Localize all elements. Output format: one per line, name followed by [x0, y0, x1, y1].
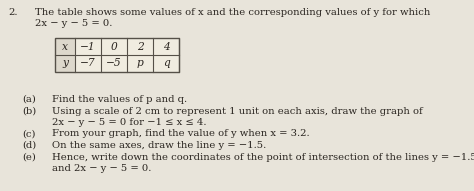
Text: −7: −7 [80, 58, 96, 69]
Text: On the same axes, draw the line y = −1.5.: On the same axes, draw the line y = −1.5… [52, 141, 266, 150]
Text: −1: −1 [80, 41, 96, 52]
Text: x: x [62, 41, 68, 52]
Text: (e): (e) [22, 152, 36, 162]
Text: (d): (d) [22, 141, 36, 150]
Text: y: y [62, 58, 68, 69]
Text: p: p [137, 58, 143, 69]
Text: (b): (b) [22, 107, 36, 116]
Text: 2: 2 [137, 41, 143, 52]
Bar [55, 38, 75, 72]
Text: 2x − y − 5 = 0.: 2x − y − 5 = 0. [35, 19, 112, 28]
Text: The table shows some values of x and the corresponding values of y for which: The table shows some values of x and the… [35, 8, 430, 17]
Text: 2x − y − 5 = 0 for −1 ≤ x ≤ 4.: 2x − y − 5 = 0 for −1 ≤ x ≤ 4. [52, 118, 207, 127]
Text: 0: 0 [110, 41, 118, 52]
Text: (a): (a) [22, 95, 36, 104]
Text: q: q [163, 58, 169, 69]
Bar [55, 38, 179, 72]
Text: 4: 4 [163, 41, 169, 52]
Text: −5: −5 [106, 58, 122, 69]
Bar [55, 38, 179, 72]
Text: Hence, write down the coordinates of the point of intersection of the lines y = : Hence, write down the coordinates of the… [52, 152, 474, 162]
Text: (c): (c) [22, 129, 36, 138]
Text: and 2x − y − 5 = 0.: and 2x − y − 5 = 0. [52, 164, 151, 173]
Text: Using a scale of 2 cm to represent 1 unit on each axis, draw the graph of: Using a scale of 2 cm to represent 1 uni… [52, 107, 423, 116]
Text: Find the values of p and q.: Find the values of p and q. [52, 95, 187, 104]
Text: From your graph, find the value of y when x = 3.2.: From your graph, find the value of y whe… [52, 129, 310, 138]
Text: 2.: 2. [8, 8, 18, 17]
